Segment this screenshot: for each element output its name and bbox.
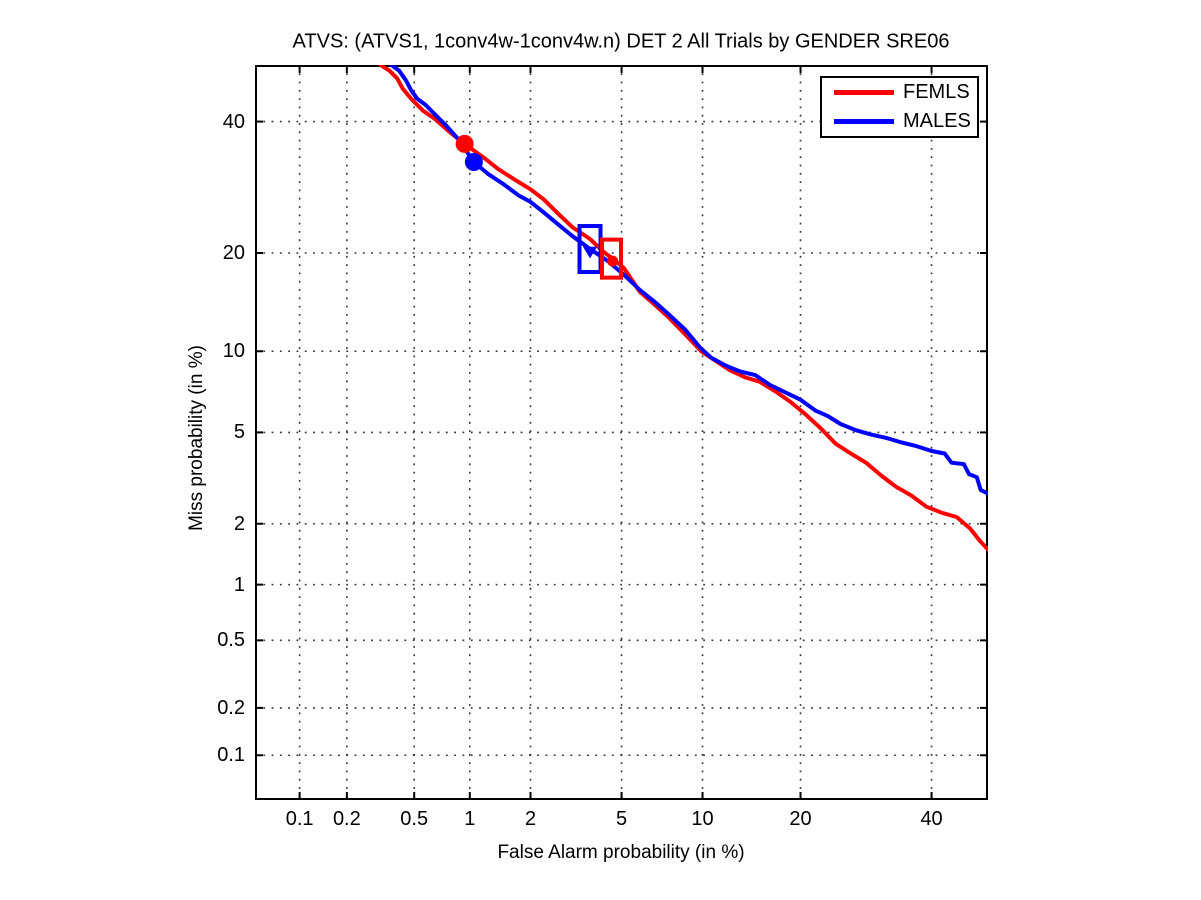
det-curve-males	[389, 65, 988, 496]
legend: FEMLS MALES	[820, 76, 979, 138]
y-tick-label-5: 5	[233, 421, 245, 444]
legend-label-males: MALES	[903, 110, 971, 132]
marker-open-rect-femls	[600, 237, 624, 280]
marker-filled-triangle-down-males	[583, 246, 598, 259]
y-tick-label-40: 40	[222, 110, 245, 133]
plot-area	[255, 65, 988, 800]
y-tick-label-20: 20	[222, 241, 245, 264]
marker-filled-circle-femls	[455, 134, 474, 153]
x-tick-label-5: 5	[616, 808, 628, 830]
legend-label-femls: FEMLS	[903, 81, 970, 103]
legend-line-femls	[834, 90, 894, 95]
gridlines	[255, 65, 988, 800]
marker-filled-circle-males	[464, 153, 483, 172]
y-tick-label-0.5: 0.5	[217, 629, 245, 652]
x-tick-label-0.5: 0.5	[400, 808, 429, 830]
x-tick-label-40: 40	[920, 808, 943, 830]
x-tick-label-2: 2	[524, 808, 537, 830]
chart-title: ATVS: (ATVS1, 1conv4w-1conv4w.n) DET 2 A…	[292, 30, 950, 53]
x-tick-label-10: 10	[691, 808, 714, 830]
plot-canvas	[255, 65, 988, 800]
x-tick-label-1: 1	[464, 808, 476, 830]
y-tick-label-2: 2	[233, 512, 245, 535]
legend-item-males: MALES	[822, 108, 977, 136]
plot-frame	[255, 65, 988, 800]
y-tick-label-0.2: 0.2	[217, 696, 245, 719]
legend-item-femls: FEMLS	[822, 79, 977, 107]
x-axis-label: False Alarm probability (in %)	[497, 842, 745, 863]
x-tick-label-0.2: 0.2	[332, 808, 361, 830]
marker-filled-circle-femls	[607, 255, 619, 267]
legend-line-males	[834, 119, 894, 124]
x-tick-label-20: 20	[789, 808, 812, 830]
x-tick-label-0.1: 0.1	[285, 808, 314, 830]
y-tick-label-0.1: 0.1	[217, 744, 245, 767]
y-tick-label-10: 10	[222, 340, 245, 363]
y-tick-label-1: 1	[233, 573, 245, 596]
